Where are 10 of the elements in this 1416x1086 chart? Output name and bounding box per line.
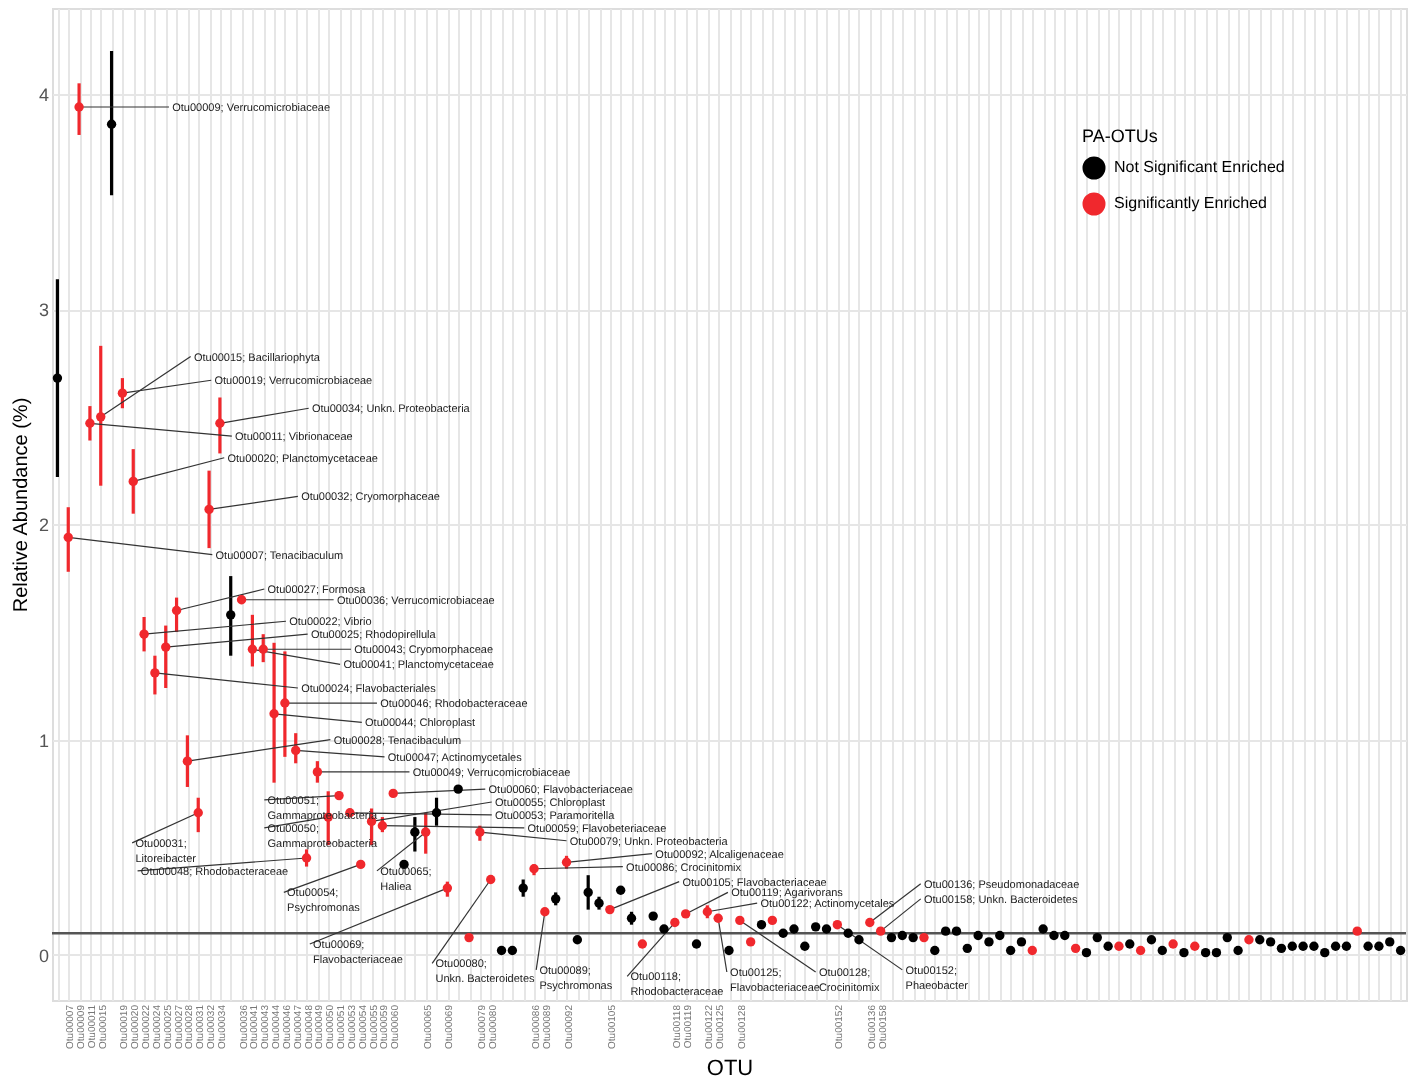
y-tick-label: 1 — [38, 730, 49, 751]
legend-title: PA-OTUs — [1082, 126, 1159, 146]
y-axis-title: Relative Abundance (%) — [10, 397, 33, 613]
y-tick-label: 2 — [38, 515, 49, 536]
x-axis-title: OTU — [706, 1056, 754, 1081]
legend-label: Significantly Enriched — [1114, 194, 1267, 212]
legend-label: Not Significant Enriched — [1114, 158, 1285, 176]
y-tick-label: 3 — [38, 300, 49, 321]
y-tick-label: 4 — [38, 85, 49, 106]
y-tick-label: 0 — [38, 945, 49, 966]
